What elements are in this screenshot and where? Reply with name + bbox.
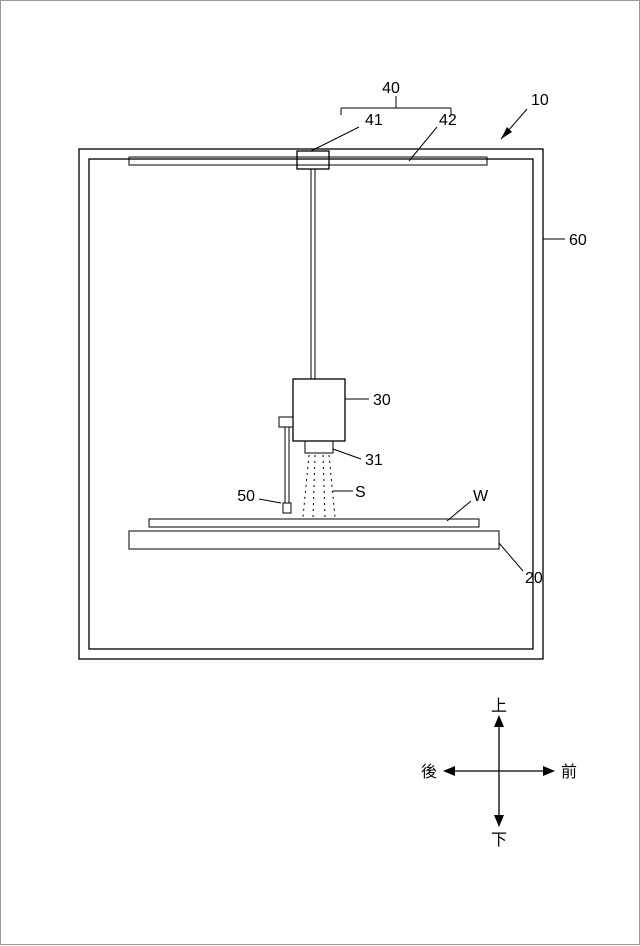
head-30 xyxy=(293,379,345,441)
diagram-svg: 40 41 42 10 60 30 31 S 50 W 20 上 下 後 前 xyxy=(1,1,640,946)
leaders xyxy=(259,109,565,571)
label-40: 40 xyxy=(382,80,400,97)
bracket-40 xyxy=(341,96,451,115)
compass: 上 下 後 前 xyxy=(421,697,577,849)
spray-s xyxy=(303,455,335,517)
arrow-down xyxy=(494,815,504,827)
rail-42 xyxy=(129,157,487,165)
carriage-41 xyxy=(297,151,329,169)
label-31: 31 xyxy=(365,452,383,469)
label-41: 41 xyxy=(365,112,383,129)
compass-down: 下 xyxy=(491,832,507,849)
compass-left: 後 xyxy=(421,763,437,781)
label-60: 60 xyxy=(569,232,587,249)
label-s: S xyxy=(355,484,366,501)
nozzle-31 xyxy=(305,441,333,453)
work-w xyxy=(149,519,479,527)
table-20 xyxy=(129,531,499,549)
label-50: 50 xyxy=(237,488,255,505)
compass-right: 前 xyxy=(561,763,577,781)
label-w: W xyxy=(473,488,489,505)
label-42: 42 xyxy=(439,112,457,129)
arrow-right xyxy=(543,766,555,776)
arrow-up xyxy=(494,715,504,727)
page: 40 41 42 10 60 30 31 S 50 W 20 上 下 後 前 xyxy=(0,0,640,945)
compass-up: 上 xyxy=(491,697,507,715)
label-10: 10 xyxy=(531,92,549,109)
label-20: 20 xyxy=(525,570,543,587)
head-side-mount xyxy=(279,417,293,513)
arrow-left xyxy=(443,766,455,776)
label-30: 30 xyxy=(373,392,391,409)
